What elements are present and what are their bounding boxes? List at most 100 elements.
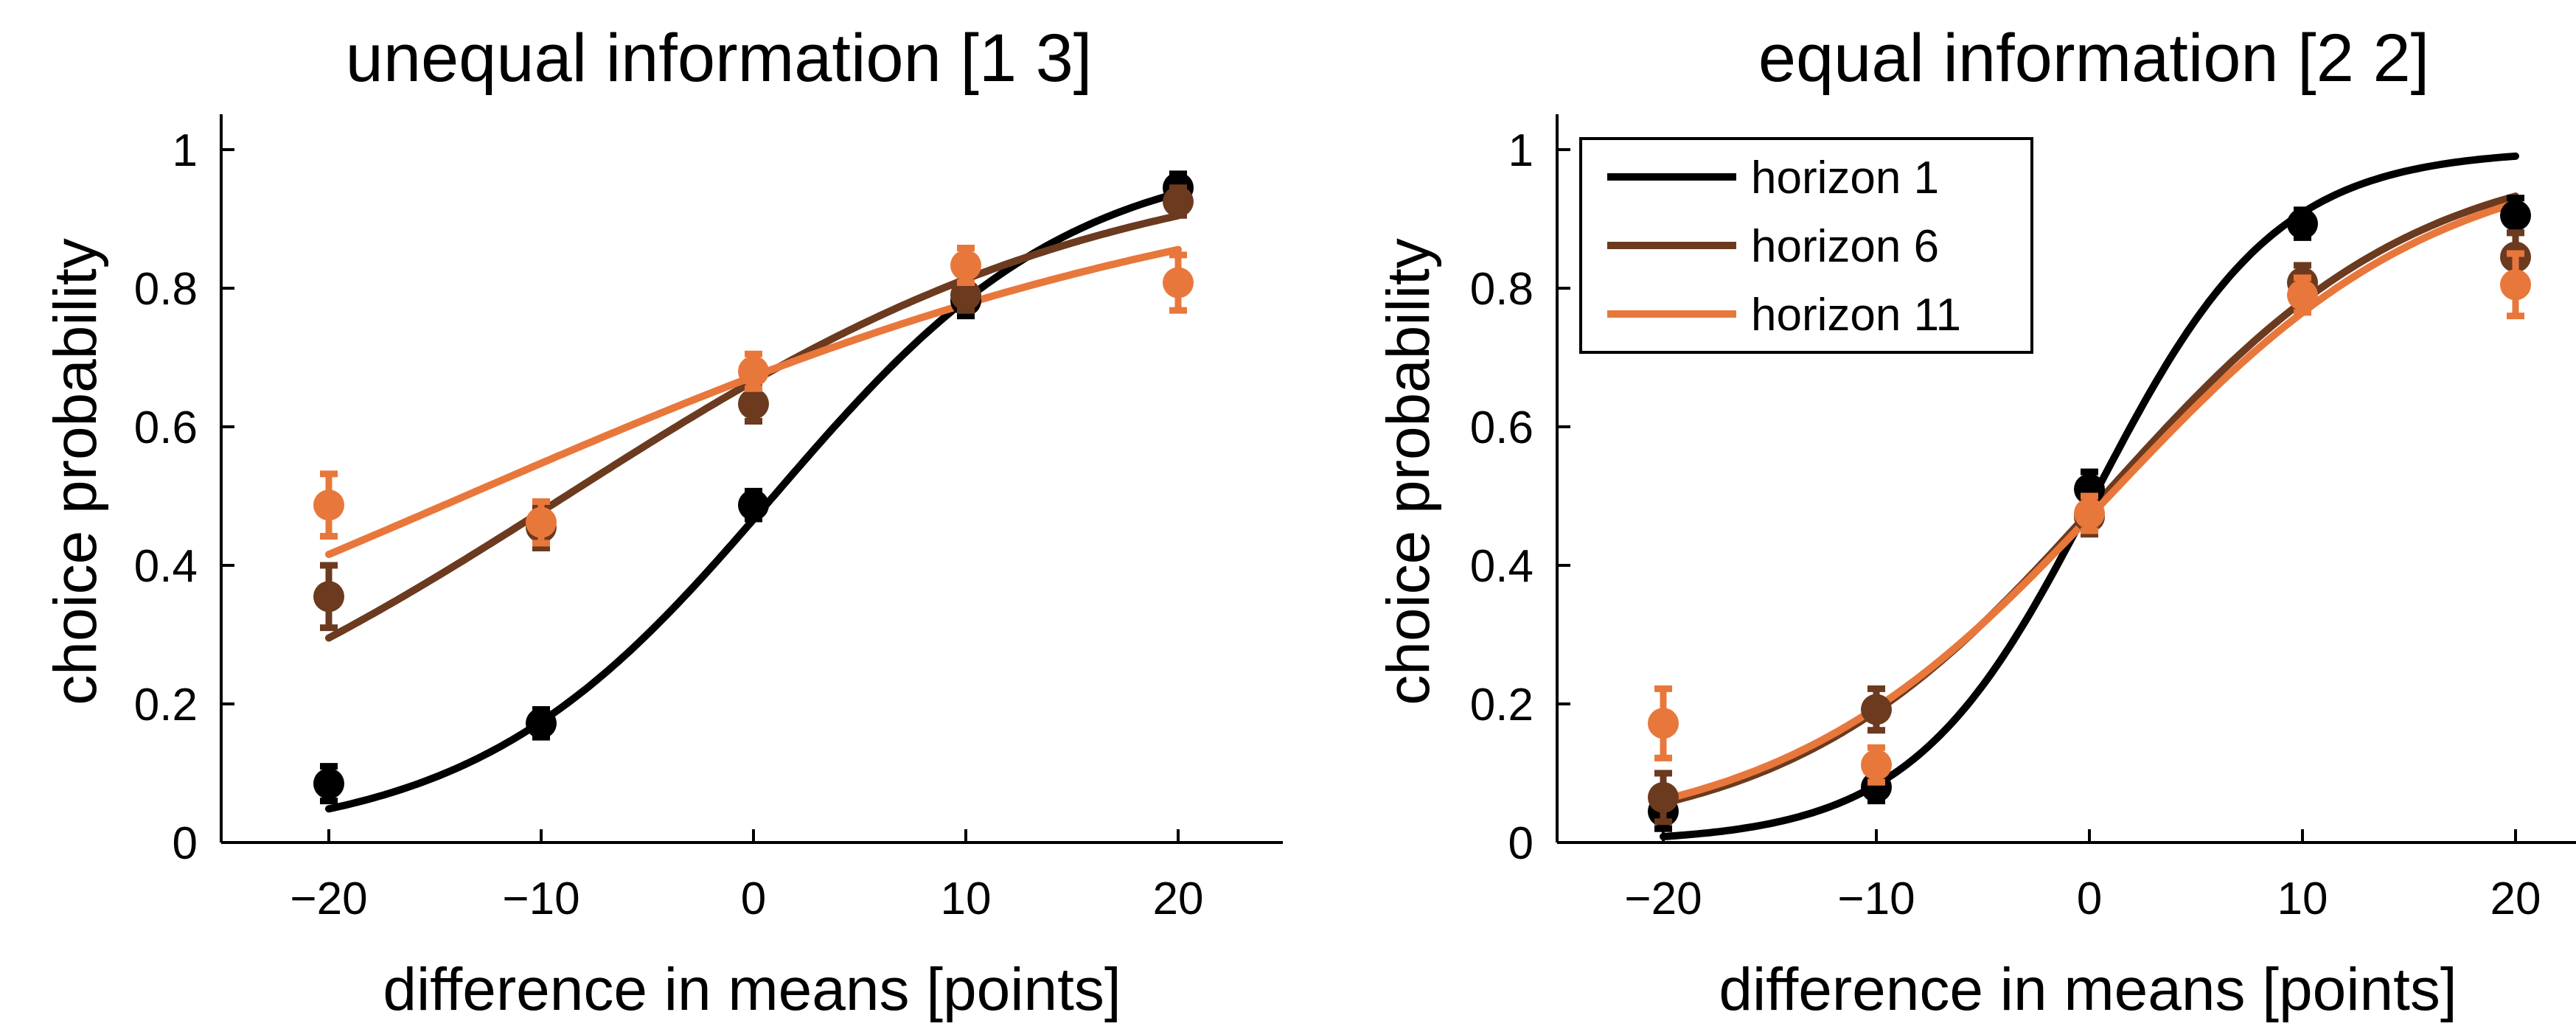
y-tick: 0.8: [1470, 264, 1570, 315]
y-tick-label: 0: [1508, 818, 1534, 869]
y-tick: 1: [1508, 125, 1570, 176]
data-point-horizon-1: [738, 487, 769, 523]
marker: [1861, 749, 1892, 781]
marker: [738, 355, 769, 387]
y-tick: 0.2: [1470, 680, 1570, 730]
y-tick-label: 0.8: [1470, 264, 1534, 315]
y-tick-label: 0.8: [134, 264, 198, 315]
legend-entry: horizon 6: [1607, 221, 1939, 272]
data-point-horizon-1: [2287, 206, 2318, 241]
y-tick-label: 0: [173, 818, 198, 869]
x-tick: 0: [2077, 829, 2102, 924]
x-tick: 20: [2490, 829, 2541, 924]
legend-entry: horizon 11: [1607, 290, 1961, 341]
marker: [2074, 498, 2105, 529]
legend: horizon 1 horizon 6 horizon 11: [1579, 137, 2033, 354]
data-point-horizon-1: [526, 706, 557, 741]
chart-title: equal information [2 2]: [1758, 21, 2429, 96]
data-point-horizon-6: [1163, 184, 1194, 219]
marker: [1163, 267, 1194, 299]
marker: [526, 708, 557, 739]
marker: [2287, 208, 2318, 240]
marker: [313, 768, 344, 800]
x-ticks: −20 −10 0 10 20: [1624, 829, 2541, 924]
data-point-horizon-11: [2074, 492, 2105, 534]
y-tick-label: 0.6: [134, 402, 198, 453]
x-tick-label: 20: [1153, 873, 1204, 924]
y-tick-label: 0.6: [1470, 402, 1534, 453]
chart-title: unequal information [1 3]: [346, 21, 1093, 96]
marker: [1861, 694, 1892, 725]
x-ticks: −20 −10 0 10 20: [290, 829, 1203, 924]
y-tick: 0.8: [134, 264, 234, 315]
data-point-horizon-6: [313, 562, 344, 632]
y-tick-label: 0.2: [1470, 680, 1534, 730]
marker: [738, 388, 769, 419]
y-tick: 0.4: [134, 541, 234, 592]
data-point-horizon-6: [1648, 770, 1679, 826]
marker: [738, 489, 769, 521]
data-point-horizon-11: [1648, 685, 1679, 761]
y-axis-label: choice probability: [42, 238, 109, 705]
marker: [950, 279, 981, 311]
legend-label: horizon 11: [1751, 290, 1961, 341]
x-tick-label: −20: [1624, 873, 1702, 924]
y-tick: 0.2: [134, 680, 234, 730]
x-tick-label: −10: [502, 873, 579, 924]
y-tick-label: 1: [173, 125, 198, 176]
data-point-horizon-11: [313, 470, 344, 540]
x-tick-label: 20: [2490, 873, 2541, 924]
marker: [1648, 781, 1679, 813]
marker: [526, 506, 557, 538]
y-tick-label: 1: [1508, 125, 1534, 176]
data-point-horizon-11: [950, 244, 981, 286]
data-point-horizon-1: [313, 763, 344, 805]
legend-label: horizon 6: [1751, 221, 1939, 272]
marker: [1163, 186, 1194, 217]
y-tick: 0: [1508, 818, 1570, 869]
data-point-horizon-11: [738, 350, 769, 392]
data-point-horizon-11: [2287, 274, 2318, 316]
data-point-horizon-11: [1861, 744, 1892, 786]
legend-entry: horizon 1: [1607, 153, 1939, 203]
marker: [2500, 200, 2531, 231]
data-point-horizon-11: [2500, 250, 2531, 320]
chart-equal-information: equal information [2 2] choice probabili…: [1375, 21, 2576, 1023]
x-tick-label: −20: [290, 873, 367, 924]
x-tick-label: 10: [941, 873, 992, 924]
y-tick-label: 0.4: [1470, 541, 1534, 592]
x-tick: 0: [741, 829, 766, 924]
x-tick-label: 0: [741, 873, 766, 924]
plot-area: [313, 170, 1194, 813]
y-tick: 0.6: [1470, 402, 1570, 453]
y-axis-label: choice probability: [1375, 238, 1442, 705]
x-tick-label: 10: [2277, 873, 2328, 924]
data-point-horizon-11: [1163, 251, 1194, 314]
x-tick-label: 0: [2077, 873, 2102, 924]
y-tick: 0: [173, 818, 234, 869]
y-tick-label: 0.2: [134, 680, 198, 730]
x-tick: 10: [941, 829, 992, 924]
y-tick: 0.6: [134, 402, 234, 453]
x-tick: 10: [2277, 829, 2328, 924]
y-tick: 1: [173, 125, 234, 176]
x-tick: −20: [290, 829, 368, 924]
y-tick: 0.4: [1470, 541, 1570, 592]
marker: [2287, 279, 2318, 311]
y-ticks: 0 0.2 0.4 0.6 0.8 1: [134, 125, 234, 869]
legend-label: horizon 1: [1751, 153, 1939, 203]
marker: [2500, 269, 2531, 301]
plot-area: [1648, 152, 2531, 840]
data-point-horizon-11: [526, 498, 557, 547]
y-ticks: 0 0.2 0.4 0.6 0.8 1: [1470, 125, 1570, 869]
marker: [950, 249, 981, 281]
chart-unequal-information: unequal information [1 3] choice probabi…: [42, 21, 1283, 1023]
marker: [313, 489, 344, 521]
marker: [313, 581, 344, 613]
data-point-horizon-6: [1861, 685, 1892, 734]
x-tick: −10: [502, 829, 580, 924]
x-axis-label: difference in means [points]: [1719, 956, 2457, 1023]
x-axis-label: difference in means [points]: [383, 956, 1121, 1023]
x-tick: −10: [1837, 829, 1915, 924]
